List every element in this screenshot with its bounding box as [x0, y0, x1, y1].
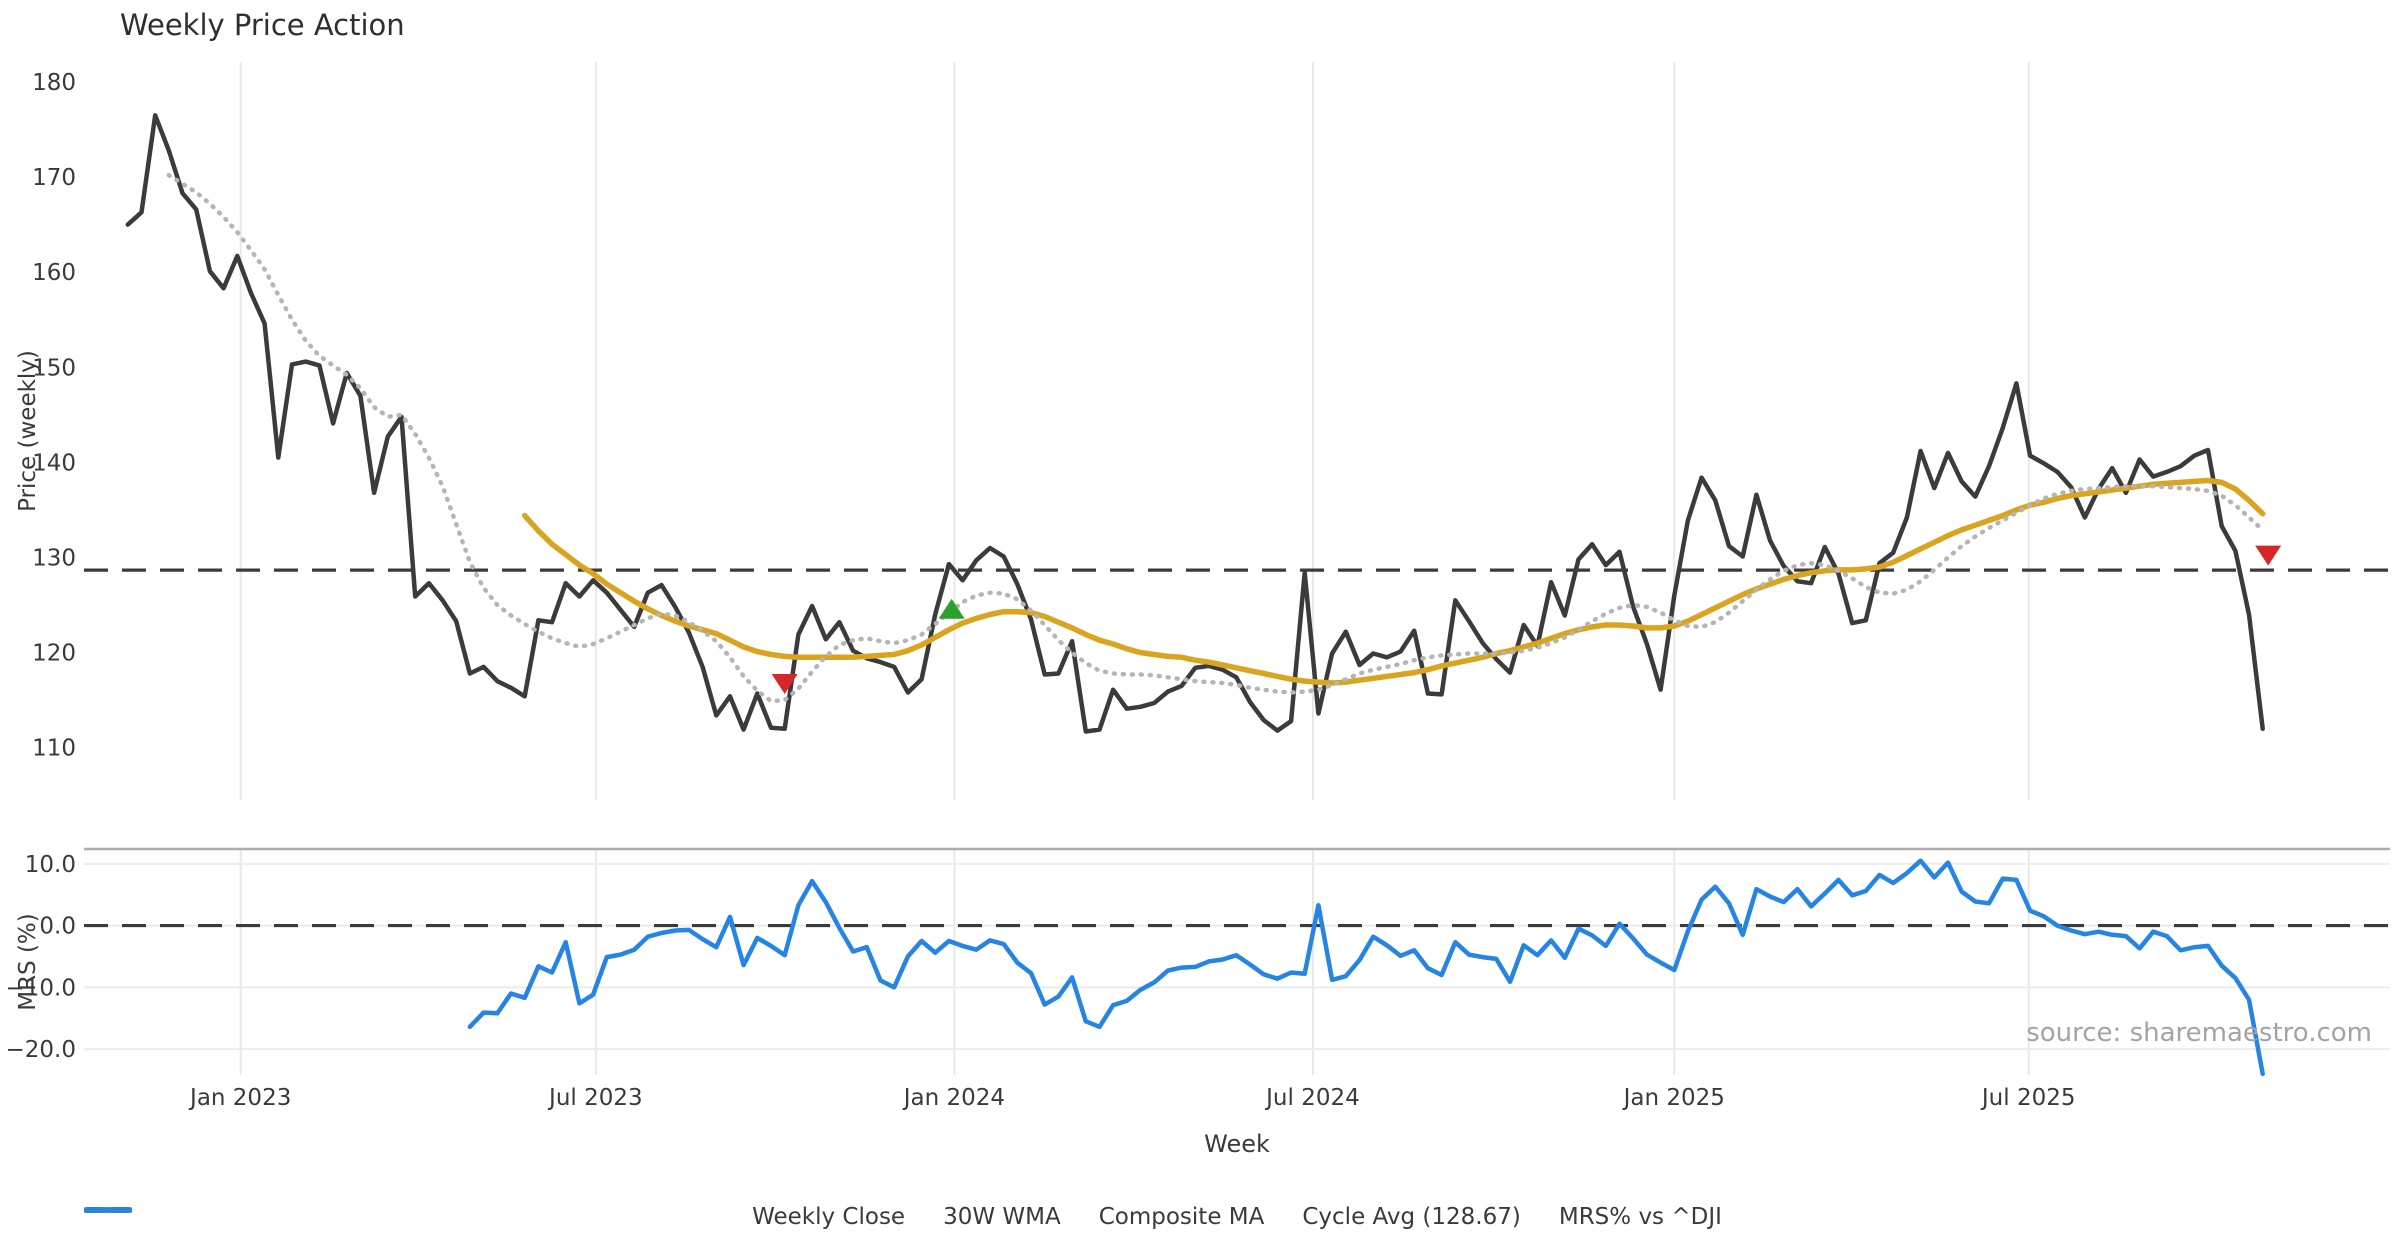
- x-tick-label: Jul 2024: [1264, 1085, 1360, 1111]
- price-y-axis-label: Price (weekly): [15, 350, 41, 512]
- y-tick-label: 130: [32, 545, 76, 571]
- legend-item-30w-wma: 30W WMA: [84, 1204, 1061, 1230]
- buy-signal-marker: [938, 598, 965, 619]
- y-tick-label: 0.0: [39, 914, 76, 940]
- sell-signal-marker: [2255, 545, 2282, 566]
- series-weekly-close: [125, 113, 2265, 734]
- legend-label: MRS% vs ^DJI: [1558, 1204, 1722, 1230]
- legend-label: Weekly Close: [752, 1204, 906, 1230]
- y-tick-label: −20.0: [6, 1037, 76, 1063]
- y-tick-label: 140: [32, 450, 76, 476]
- sell-signal-marker: [771, 674, 798, 695]
- legend-item-mrs-vs-dji: MRS% vs ^DJI: [84, 1204, 1722, 1230]
- legend-label: Cycle Avg (128.67): [1302, 1204, 1521, 1230]
- chart-title: Weekly Price Action: [120, 8, 405, 42]
- series-mrs-vs-dji: [467, 858, 2265, 1077]
- x-tick-label: Jan 2025: [1622, 1085, 1725, 1111]
- series-30w-wma: [521, 477, 2266, 686]
- legend-item-cycle-avg-128-67-: Cycle Avg (128.67): [86, 1204, 1521, 1230]
- y-tick-label: 170: [32, 165, 76, 191]
- series-composite-ma: [166, 172, 2265, 704]
- legend-label: 30W WMA: [943, 1204, 1061, 1230]
- x-tick-label: Jul 2025: [1980, 1085, 2076, 1111]
- source-note: source: sharemaestro.com: [2026, 1018, 2372, 1048]
- x-tick-label: Jan 2024: [902, 1085, 1005, 1111]
- y-tick-label: 110: [32, 736, 76, 762]
- y-tick-label: 10.0: [25, 852, 76, 878]
- legend-item-composite-ma: Composite MA: [84, 1204, 1265, 1230]
- y-tick-label: 150: [32, 355, 76, 381]
- legend: Weekly Close 30W WMA Composite MA Cycle …: [84, 1204, 2390, 1230]
- mrs-y-axis-label: MRS (%): [15, 913, 41, 1011]
- y-tick-label: 160: [32, 260, 76, 286]
- x-axis-label: Week: [1204, 1130, 1270, 1158]
- legend-swatch-solid: [84, 1207, 132, 1213]
- y-tick-label: −10.0: [6, 975, 76, 1001]
- x-tick-label: Jul 2023: [547, 1085, 643, 1111]
- x-tick-label: Jan 2023: [188, 1085, 291, 1111]
- y-tick-label: 180: [32, 70, 76, 96]
- y-tick-label: 120: [32, 641, 76, 667]
- legend-item-weekly-close: Weekly Close: [84, 1204, 906, 1230]
- legend-label: Composite MA: [1098, 1204, 1265, 1230]
